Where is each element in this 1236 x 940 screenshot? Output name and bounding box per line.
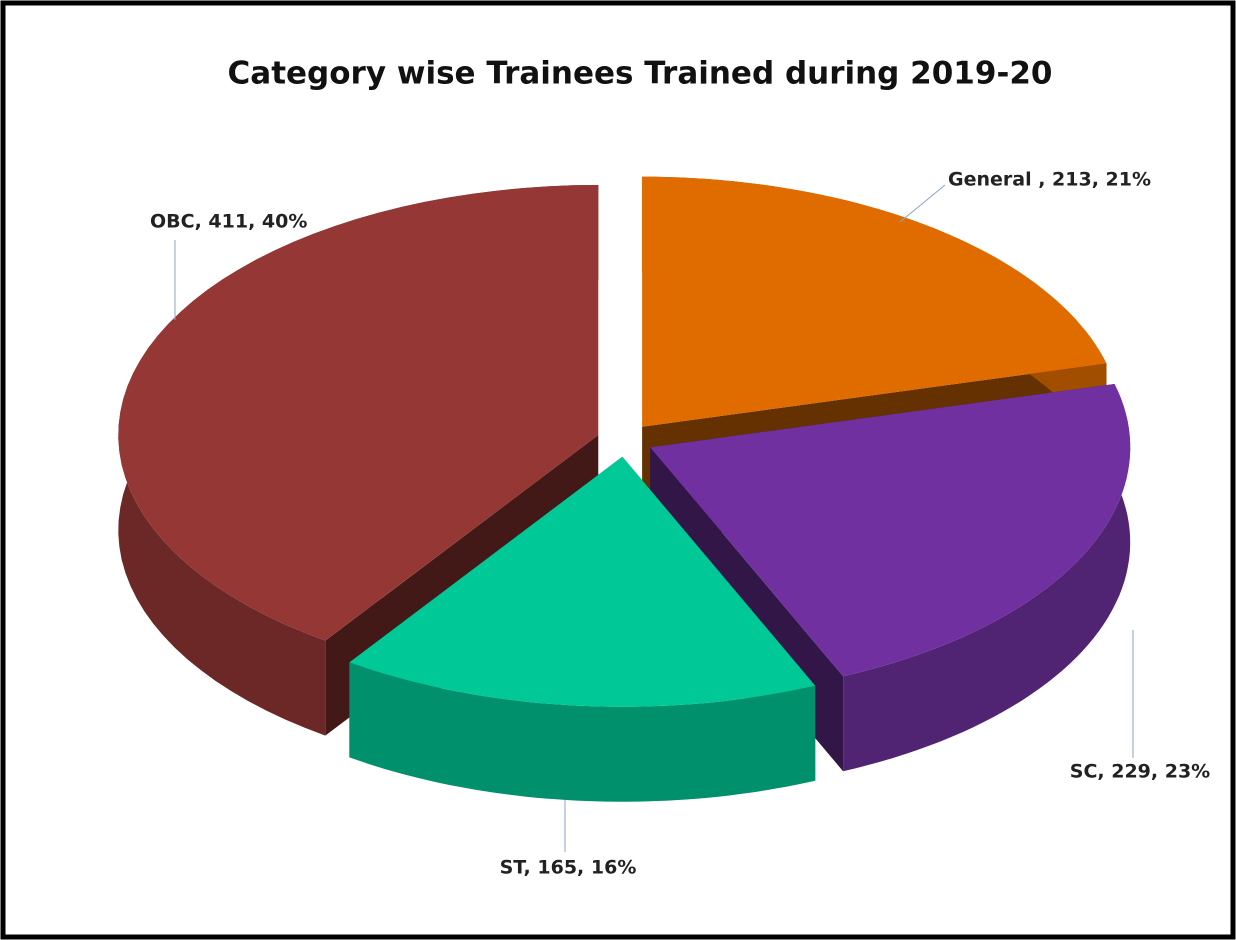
leader-line [899, 184, 946, 223]
slice-wall [349, 662, 816, 802]
slice [118, 185, 599, 641]
slice-wall [843, 384, 1131, 772]
data-label: ST, 165, 16% [500, 857, 637, 879]
slice [650, 384, 1131, 677]
slice [642, 176, 1107, 427]
data-label: OBC, 411, 40% [150, 211, 307, 233]
data-label: SC, 229, 23% [1070, 761, 1210, 783]
data-label: General , 213, 21% [948, 169, 1151, 191]
chart-title: Category wise Trainees Trained during 20… [228, 56, 1053, 92]
slice [349, 456, 816, 707]
